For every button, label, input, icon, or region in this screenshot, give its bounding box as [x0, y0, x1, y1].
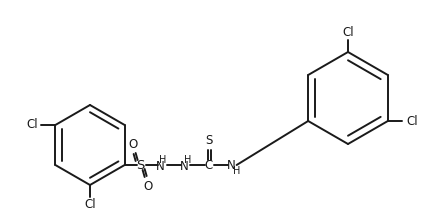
Text: N: N: [227, 158, 236, 172]
Text: O: O: [143, 179, 152, 192]
Text: Cl: Cl: [342, 26, 354, 39]
Text: C: C: [205, 158, 213, 172]
Text: O: O: [128, 138, 137, 150]
Text: H: H: [233, 166, 240, 176]
Text: S: S: [136, 158, 145, 172]
Text: S: S: [205, 133, 213, 146]
Text: Cl: Cl: [84, 198, 96, 211]
Text: Cl: Cl: [406, 114, 418, 128]
Text: N: N: [180, 160, 189, 172]
Text: H: H: [184, 155, 191, 165]
Text: N: N: [156, 160, 165, 172]
Text: H: H: [159, 155, 166, 165]
Text: Cl: Cl: [26, 119, 38, 131]
